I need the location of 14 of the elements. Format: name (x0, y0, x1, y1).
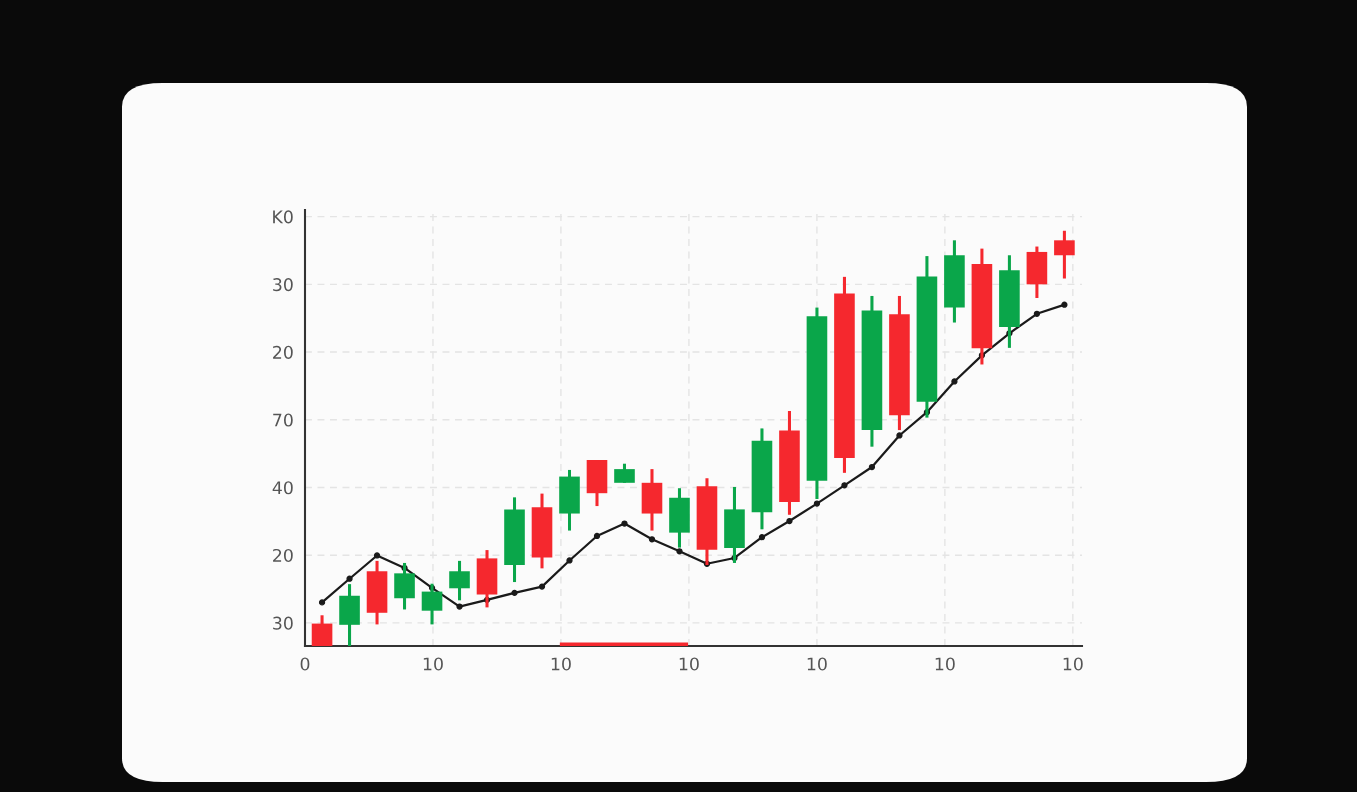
text: 0 (300, 657, 310, 671)
text: K0 (273, 210, 293, 224)
text: 30 (273, 616, 293, 630)
text: 20 (273, 345, 293, 359)
text: 20 (273, 548, 293, 563)
text: 10 (423, 657, 443, 671)
text: 70 (273, 413, 293, 427)
text: 10 (935, 657, 955, 671)
text: 10 (679, 657, 699, 671)
text: 30 (273, 278, 293, 292)
text: 10 (1063, 657, 1083, 671)
text: 40 (272, 481, 293, 495)
text: 10 (551, 657, 571, 671)
text: 10 (807, 657, 827, 671)
